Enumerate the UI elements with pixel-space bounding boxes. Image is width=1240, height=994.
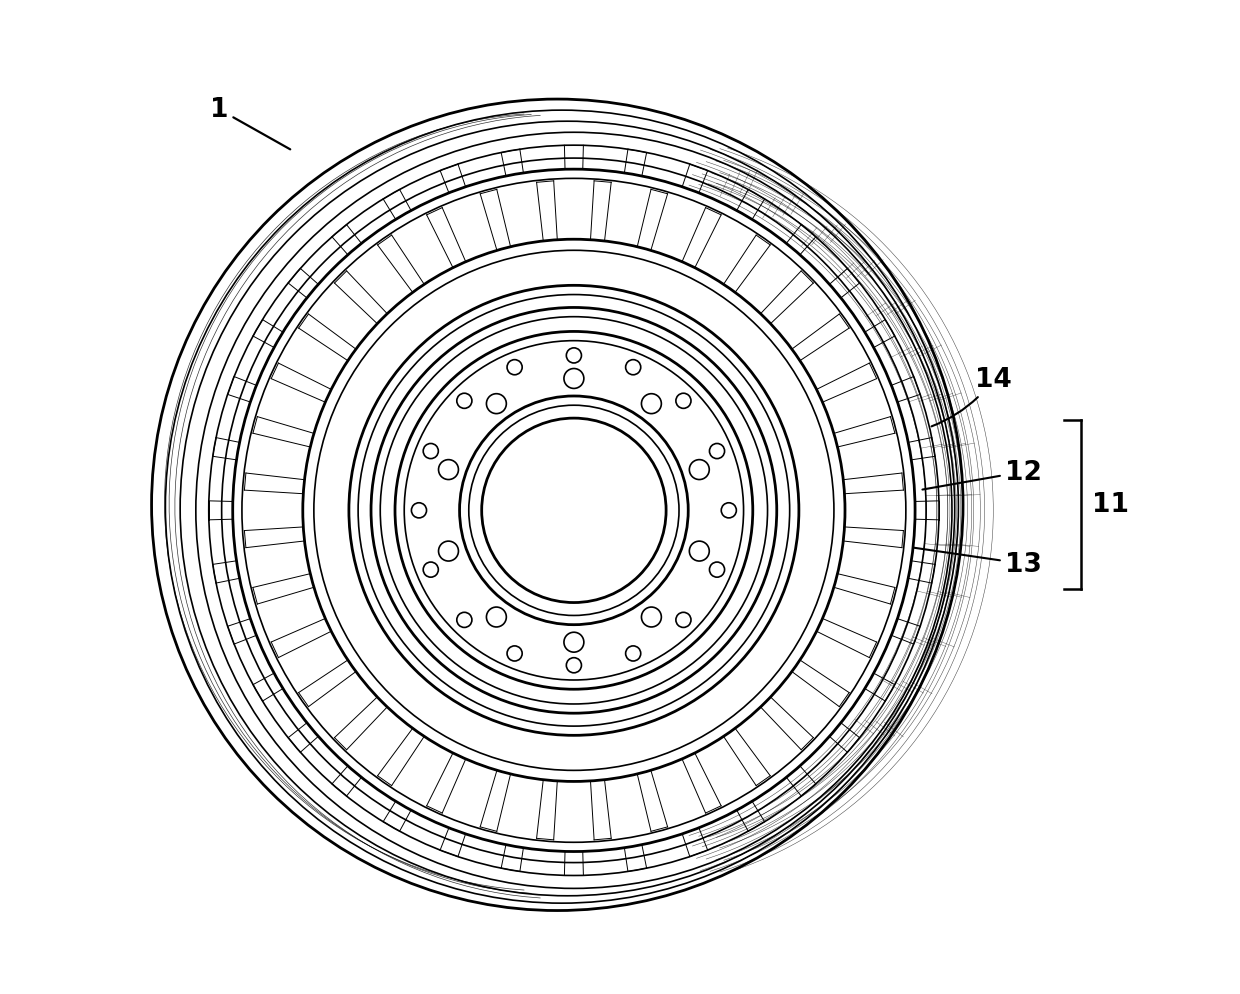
Text: 14: 14: [931, 367, 1012, 427]
Text: 1: 1: [210, 97, 290, 150]
Text: 13: 13: [913, 548, 1043, 578]
Text: 11: 11: [1092, 492, 1130, 518]
Text: 12: 12: [923, 459, 1043, 490]
